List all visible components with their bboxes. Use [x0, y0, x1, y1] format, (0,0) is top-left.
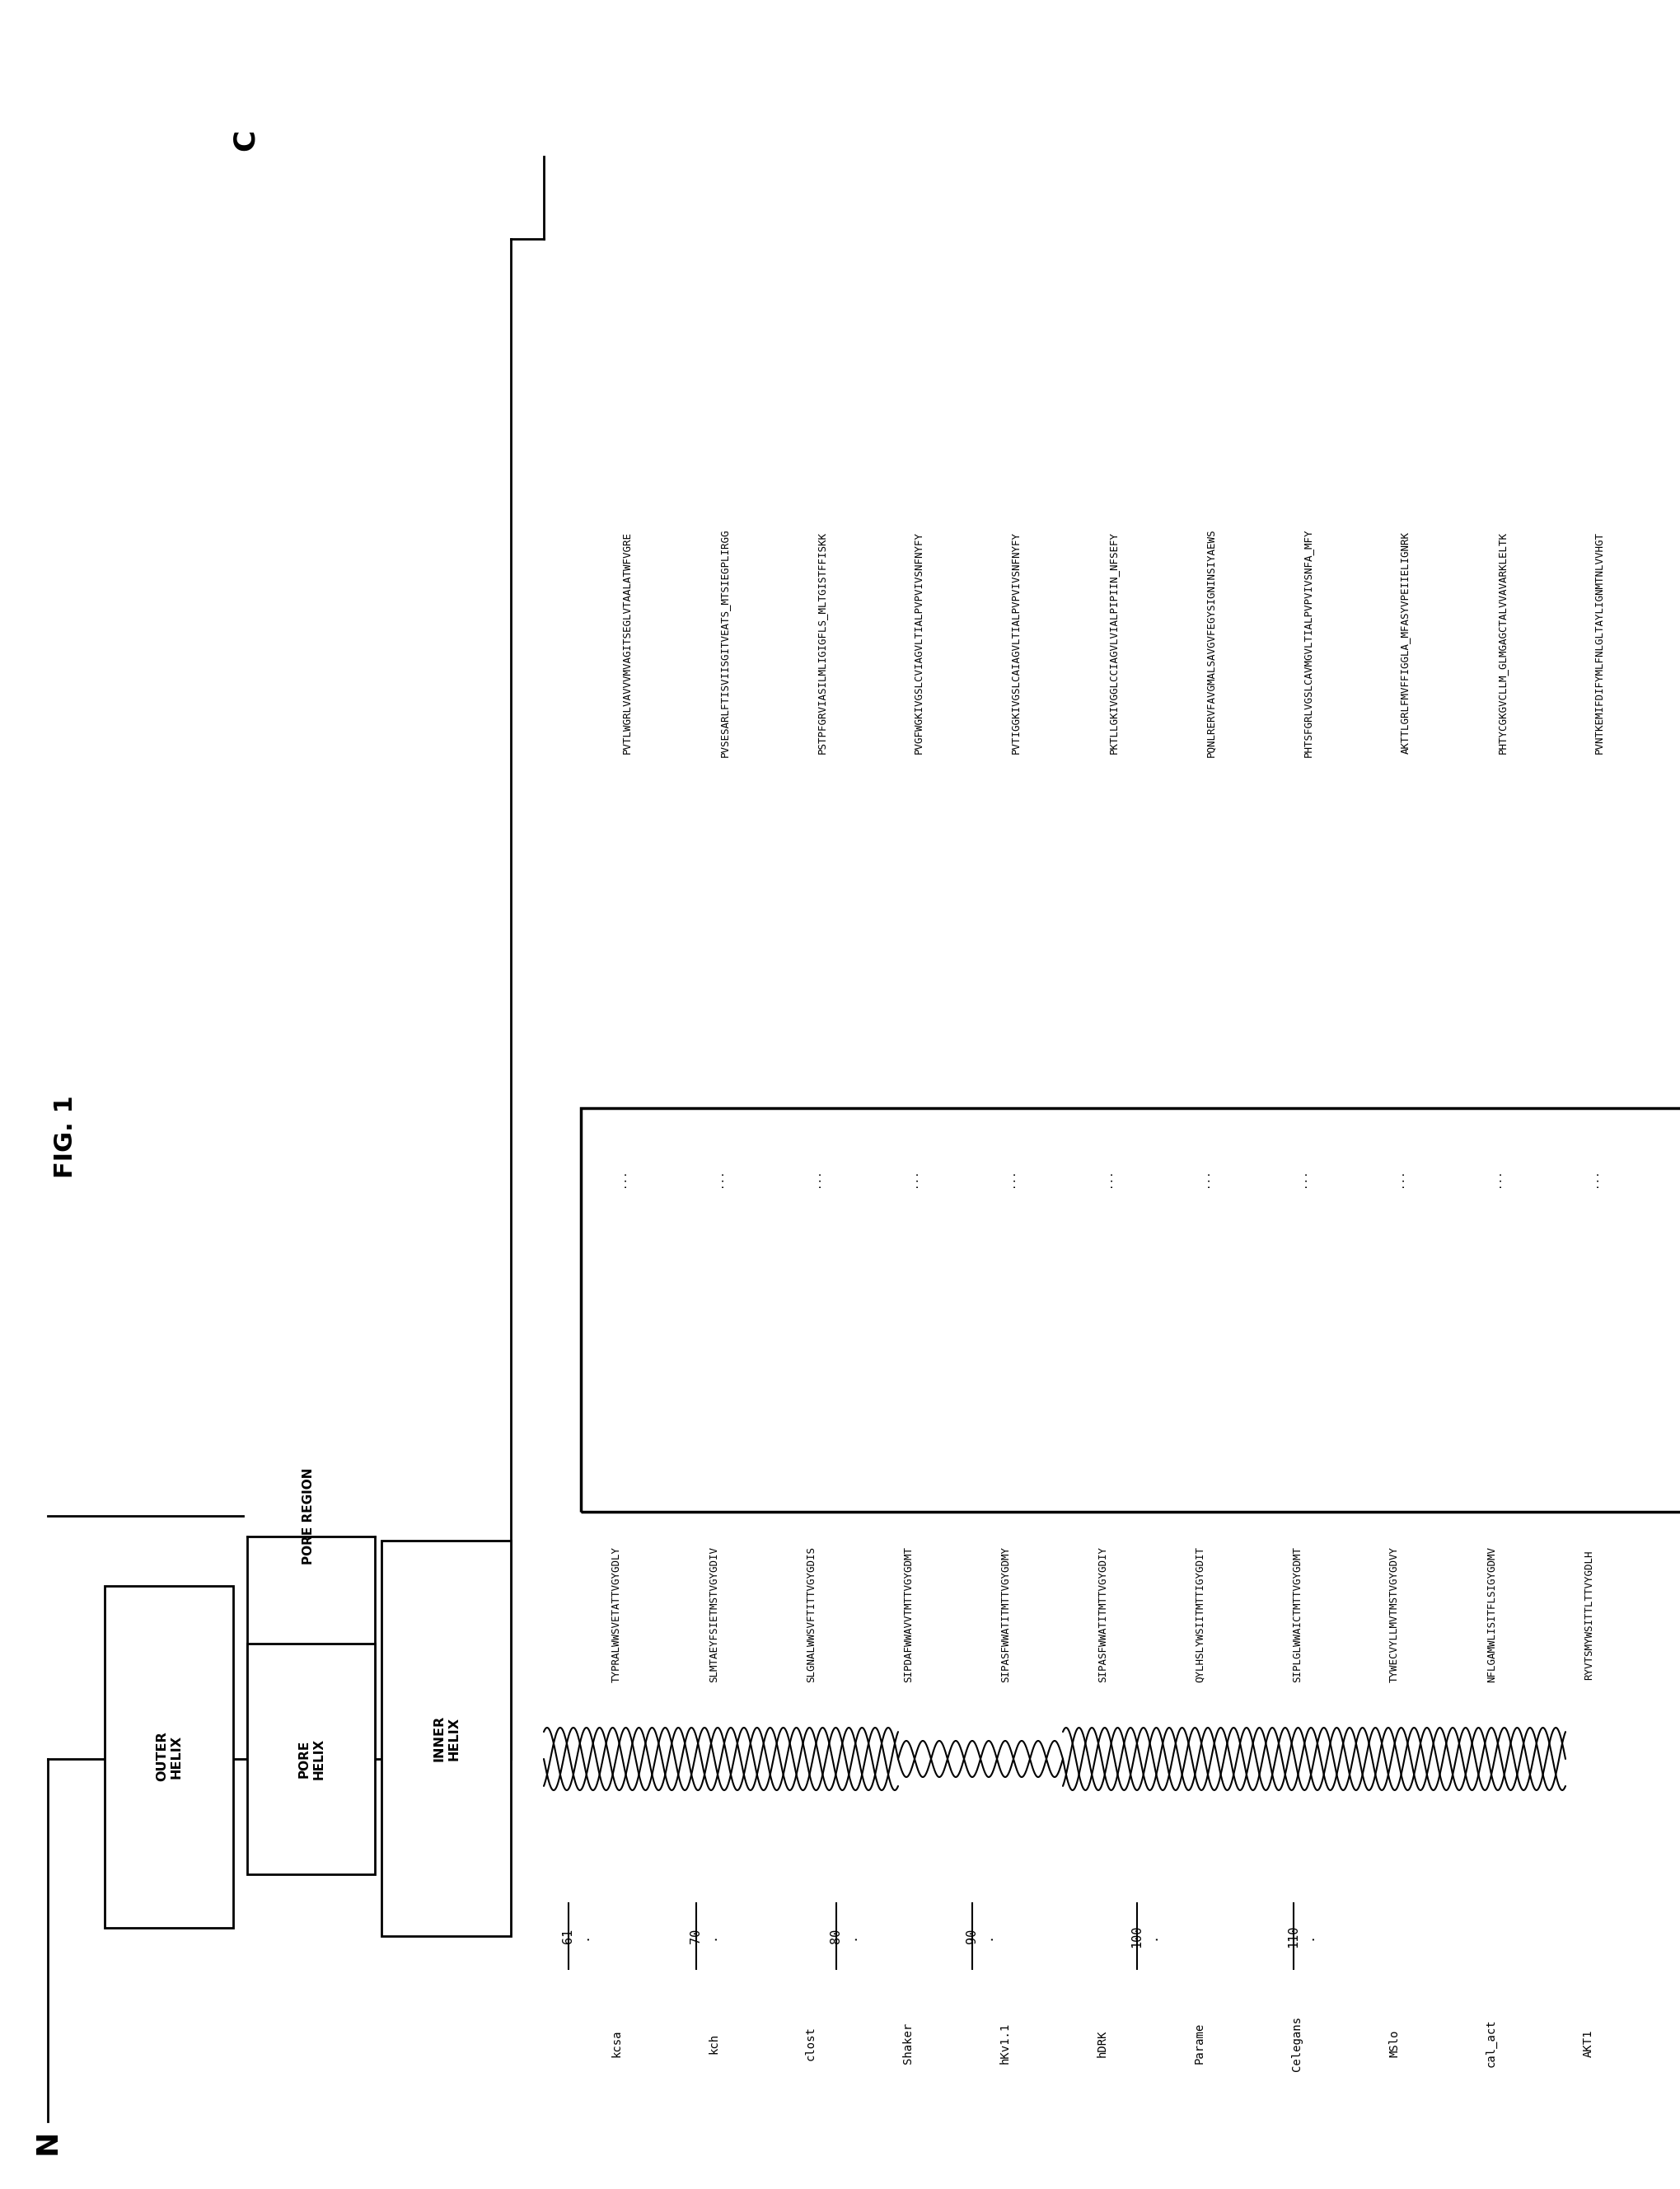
- Text: 61: 61: [563, 1929, 575, 1944]
- Text: PVTLWGRLVAVVVMVAGITSEGLVTAALATWFVGRE: PVTLWGRLVAVVVMVAGITSEGLVTAALATWFVGRE: [622, 532, 632, 753]
- Text: .: .: [845, 1933, 857, 1939]
- Text: hDRK: hDRK: [1095, 2029, 1107, 2058]
- Text: AKTTLGRLFMVFFIGGLA̲MFASYVPEIIELIGNRK: AKTTLGRLFMVFFIGGLA̲MFASYVPEIIELIGNRK: [1399, 532, 1410, 753]
- Text: N: N: [34, 2130, 62, 2154]
- Text: hKv1.1: hKv1.1: [1000, 2023, 1010, 2064]
- Text: kch: kch: [707, 2034, 719, 2053]
- Text: SLMTAEYFSIETMSTVGYGDIV: SLMTAEYFSIETMSTVGYGDIV: [709, 1548, 719, 1683]
- Text: Parame: Parame: [1193, 2023, 1205, 2064]
- Text: TYPRALWWSVETATTVGYGDLY: TYPRALWWSVETATTVGYGDLY: [612, 1548, 622, 1683]
- Text: ...: ...: [1394, 1169, 1404, 1186]
- Text: INNER
HELIX: INNER HELIX: [433, 1716, 460, 1762]
- Text: .: .: [704, 1933, 717, 1939]
- Text: 70: 70: [690, 1929, 702, 1944]
- Bar: [104, 1587, 234, 1929]
- Text: C: C: [232, 129, 259, 151]
- Text: SLGNALWWSVFTITTVGYGDIS: SLGNALWWSVFTITTVGYGDIS: [805, 1548, 816, 1683]
- Text: ...: ...: [1297, 1169, 1307, 1186]
- Bar: [581, 1108, 1680, 1513]
- Text: ...: ...: [907, 1169, 919, 1186]
- Text: MSlo: MSlo: [1388, 2029, 1399, 2058]
- Text: SIPDAFWWAVVTMTTVGYGDMT: SIPDAFWWAVVTMTTVGYGDMT: [902, 1548, 914, 1683]
- Bar: [381, 1541, 511, 1935]
- Text: PSTPFGRVIASILMLIGIGFLS̲MLTGISTFFISKK: PSTPFGRVIASILMLIGIGFLS̲MLTGISTFFISKK: [816, 532, 827, 753]
- Text: OUTER
HELIX: OUTER HELIX: [156, 1731, 181, 1782]
- Text: RYVTSMYWSITTLTTVYGDLH: RYVTSMYWSITTLTTVYGDLH: [1583, 1550, 1594, 1679]
- Text: PORE
HELIX: PORE HELIX: [297, 1738, 324, 1780]
- Text: PVNTKEMIFDIFYMLFNLGLTAYLIGNMTNLVVHGT: PVNTKEMIFDIFYMLFNLGLTAYLIGNMTNLVVHGT: [1594, 532, 1604, 753]
- Text: 100: 100: [1131, 1924, 1142, 1948]
- Text: ...: ...: [1492, 1169, 1502, 1186]
- Text: PHTSFGRLVGSLCAVMGVLTIALPVPVIVSNFA̲MFY: PHTSFGRLVGSLCAVMGVLTIALPVPVIVSNFA̲MFY: [1302, 528, 1312, 757]
- Text: Celegans: Celegans: [1290, 2016, 1302, 2071]
- Text: clost: clost: [805, 2027, 816, 2060]
- Text: PKTLLGKIVGGLCCIAGVLVIALPIPIIN̲NFSEFY: PKTLLGKIVGGLCCIAGVLVIALPIPIIN̲NFSEFY: [1107, 532, 1119, 753]
- Text: 110: 110: [1287, 1924, 1299, 1948]
- Text: QYLHSLYWSIITMTTIGYGDIT: QYLHSLYWSIITMTTIGYGDIT: [1194, 1548, 1205, 1683]
- Text: 80: 80: [830, 1929, 842, 1944]
- Text: ...: ...: [617, 1169, 627, 1186]
- Text: Shaker: Shaker: [902, 2023, 914, 2064]
- Text: ...: ...: [1102, 1169, 1112, 1186]
- Text: ...: ...: [1588, 1169, 1599, 1186]
- Text: PHTYCGKGVCLLM̲GLMGAGCTALVVAVARKLELTK: PHTYCGKGVCLLM̲GLMGAGCTALVVAVARKLELTK: [1497, 532, 1507, 753]
- Text: AKT1: AKT1: [1583, 2029, 1594, 2058]
- Text: cal_act: cal_act: [1485, 2018, 1497, 2066]
- Text: ...: ...: [1200, 1169, 1210, 1186]
- Text: PORE REGION: PORE REGION: [302, 1467, 316, 1565]
- Text: SIPASFWWATITMTTVGYGDIY: SIPASFWWATITMTTVGYGDIY: [1097, 1548, 1107, 1683]
- Text: PQNLRERVFAVGMALSAVGVFEGYSIGNINSIYAEWS: PQNLRERVFAVGMALSAVGVFEGYSIGNINSIYAEWS: [1205, 528, 1216, 757]
- Text: .: .: [1302, 1933, 1314, 1939]
- Text: .: .: [1146, 1933, 1158, 1939]
- Text: .: .: [981, 1933, 993, 1939]
- Text: SIPASFWWATITMTTVGYGDMY: SIPASFWWATITMTTVGYGDMY: [1000, 1548, 1010, 1683]
- Text: TYWECVYLLMVTMSTVGYGDVY: TYWECVYLLMVTMSTVGYGDVY: [1388, 1548, 1399, 1683]
- Text: ...: ...: [714, 1169, 724, 1186]
- Text: SIPLGLWWAICTMTTVGYGDMT: SIPLGLWWAICTMTTVGYGDMT: [1292, 1548, 1302, 1683]
- Text: PVSESARLFTISVIISGITVEATS̲MTSIEGPLIRGG: PVSESARLFTISVIISGITVEATS̲MTSIEGPLIRGG: [719, 528, 729, 757]
- Text: 90: 90: [966, 1929, 978, 1944]
- Text: kcsa: kcsa: [610, 2029, 622, 2058]
- Bar: [247, 1644, 375, 1874]
- Text: PVGFWGKIVGSLCVIAGVLTIALPVPVIVSNFNYFY: PVGFWGKIVGSLCVIAGVLTIALPVPVIVSNFNYFY: [914, 532, 924, 753]
- Text: PVTIGGKIVGSLCAIAGVLTIALPVPVIVSNFNYFY: PVTIGGKIVGSLCAIAGVLTIALPVPVIVSNFNYFY: [1010, 532, 1021, 753]
- Text: ...: ...: [1005, 1169, 1016, 1186]
- Text: .: .: [576, 1933, 590, 1939]
- Text: NFLGAMWLISITFLSIGYGDMV: NFLGAMWLISITFLSIGYGDMV: [1485, 1548, 1497, 1683]
- Text: FIG. 1: FIG. 1: [54, 1094, 77, 1178]
- Text: ...: ...: [811, 1169, 822, 1186]
